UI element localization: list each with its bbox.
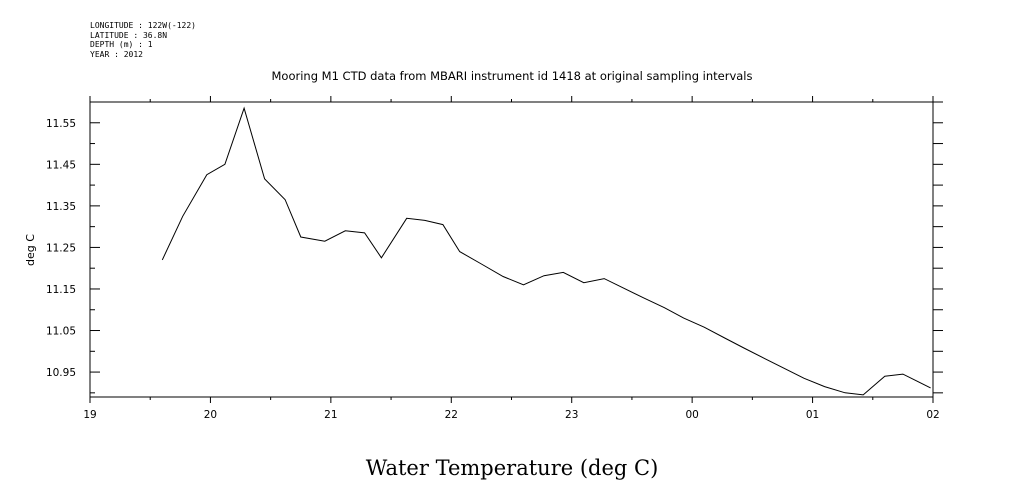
plot-frame: [89, 101, 934, 398]
x-tick-label: 01: [806, 409, 819, 421]
y-axis: 11.55 11.45 11.35 11.25 11.15 11.05 10.95: [46, 101, 943, 394]
y-tick-label: 11.35: [46, 201, 76, 213]
x-tick-label: 23: [565, 409, 578, 421]
y-tick-label: 11.25: [46, 242, 76, 254]
y-tick-label: 11.05: [46, 326, 76, 338]
x-tick-label: 19: [83, 409, 96, 421]
y-axis-label: deg C: [24, 234, 37, 266]
x-tick-label: 21: [324, 409, 337, 421]
y-tick-label: 11.55: [46, 118, 76, 130]
x-axis-label: Water Temperature (deg C): [366, 456, 659, 480]
x-tick-label: 02: [926, 409, 939, 421]
x-tick-label: 00: [685, 409, 698, 421]
metadata-latitude: LATITUDE : 36.8N: [90, 30, 168, 40]
metadata-longitude: LONGITUDE : 122W(-122): [90, 21, 196, 30]
temperature-series-line: [161, 106, 931, 396]
metadata-depth: DEPTH (m) : 1: [90, 40, 153, 49]
metadata-year: YEAR : 2012: [90, 49, 143, 59]
x-tick-label: 20: [204, 409, 217, 421]
y-tick-label: 10.95: [46, 367, 76, 379]
x-axis: 19 20 21 22 23 00 01 02: [83, 96, 940, 421]
y-tick-label: 11.15: [46, 284, 76, 296]
chart-title: Mooring M1 CTD data from MBARI instrumen…: [272, 69, 753, 83]
x-tick-label: 22: [445, 409, 458, 421]
y-tick-label: 11.45: [46, 159, 76, 171]
metadata-block: LONGITUDE : 122W(-122) LATITUDE : 36.8N …: [90, 21, 196, 59]
